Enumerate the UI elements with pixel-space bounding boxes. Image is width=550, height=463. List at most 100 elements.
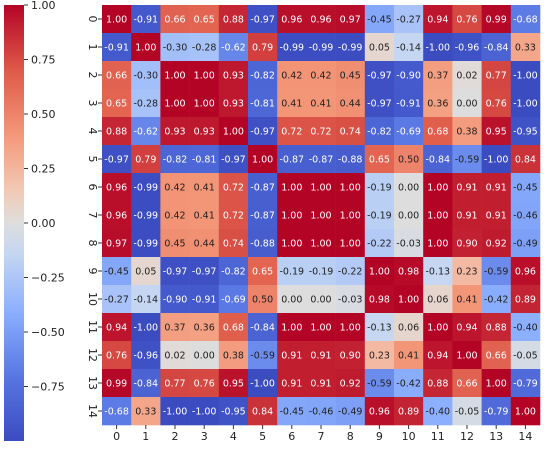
heatmap-value-label: -0.28 — [134, 99, 159, 110]
heatmap-value-label: -0.59 — [484, 267, 509, 278]
heatmap-cell — [306, 117, 336, 146]
heatmap-value-label: 0.72 — [223, 183, 244, 194]
heatmap-cell — [306, 397, 336, 426]
heatmap-value-label: 0.94 — [427, 15, 448, 26]
heatmap-cell — [423, 117, 453, 146]
heatmap-cell — [189, 145, 220, 174]
x-tick-label: 1 — [142, 430, 149, 443]
heatmap-cell — [481, 33, 512, 62]
heatmap-value-label: -0.45 — [513, 183, 538, 194]
heatmap-cell — [510, 61, 541, 90]
colorbar-gradient — [4, 5, 24, 441]
heatmap-cell — [102, 229, 132, 258]
heatmap-value-label: 0.77 — [164, 379, 185, 390]
heatmap-cell — [189, 257, 220, 286]
heatmap-cell — [160, 313, 190, 342]
heatmap-value-label: -0.91 — [104, 43, 129, 54]
heatmap-value-label: 0.91 — [281, 351, 302, 362]
heatmap-cell — [335, 89, 366, 118]
heatmap-cell — [510, 89, 541, 118]
heatmap-value-label: 0.93 — [223, 99, 244, 110]
heatmap-value-label: 0.79 — [135, 155, 156, 166]
heatmap-value-label: 0.41 — [194, 211, 215, 222]
heatmap-cell — [131, 117, 161, 146]
heatmap-value-label: -0.96 — [134, 351, 159, 362]
heatmap-cell — [102, 117, 132, 146]
heatmap-cell — [189, 313, 220, 342]
heatmap-cell — [131, 201, 161, 230]
heatmap-cell — [452, 397, 482, 426]
heatmap-cell — [510, 33, 541, 62]
colorbar-tick-label: 1.00 — [31, 0, 56, 12]
heatmap-cell — [189, 61, 220, 90]
heatmap-value-label: 0.89 — [515, 295, 536, 306]
x-tick-label: 14 — [518, 430, 532, 443]
heatmap-cell — [160, 397, 190, 426]
heatmap-value-label: 0.72 — [223, 211, 244, 222]
heatmap-value-label: -0.05 — [455, 407, 480, 418]
heatmap-cell — [394, 285, 424, 314]
heatmap-value-label: 1.00 — [194, 71, 215, 82]
heatmap-value-label: 0.74 — [340, 127, 361, 138]
heatmap-value-label: 1.00 — [340, 183, 361, 194]
heatmap-value-label: 1.00 — [281, 323, 302, 334]
heatmap-cell — [218, 201, 249, 230]
heatmap-value-label: 0.42 — [281, 71, 302, 82]
heatmap-value-label: -0.91 — [192, 295, 217, 306]
heatmap-cell — [102, 145, 132, 174]
heatmap-value-label: 0.05 — [369, 43, 390, 54]
heatmap-cell — [306, 257, 336, 286]
heatmap-cell — [452, 341, 482, 370]
heatmap-value-label: 1.00 — [486, 379, 507, 390]
heatmap-value-label: -0.91 — [396, 99, 421, 110]
heatmap-value-label: -0.84 — [484, 43, 509, 54]
heatmap-cell — [423, 173, 453, 202]
heatmap-value-label: 0.44 — [340, 99, 361, 110]
heatmap-value-label: -1.00 — [513, 71, 538, 82]
heatmap-cell — [335, 341, 366, 370]
heatmap-value-label: 0.66 — [456, 379, 477, 390]
heatmap-value-label: 0.41 — [281, 99, 302, 110]
heatmap-cell — [306, 89, 336, 118]
heatmap-value-label: -0.90 — [163, 295, 188, 306]
heatmap-value-label: -0.30 — [134, 71, 159, 82]
heatmap-cell — [510, 5, 541, 34]
heatmap-cell — [218, 341, 249, 370]
heatmap-cell — [510, 313, 541, 342]
heatmap-value-label: 0.91 — [486, 183, 507, 194]
heatmap-cell — [335, 61, 366, 90]
heatmap-value-label: -0.95 — [221, 407, 246, 418]
y-tick-label: 3 — [86, 100, 99, 107]
heatmap-value-label: -0.49 — [513, 239, 538, 250]
heatmap-value-label: 0.93 — [164, 127, 185, 138]
heatmap-cell — [131, 229, 161, 258]
heatmap-value-label: -0.45 — [280, 407, 305, 418]
heatmap-value-label: -0.03 — [396, 239, 421, 250]
heatmap-cell — [306, 201, 336, 230]
heatmap-value-label: 0.88 — [106, 127, 127, 138]
colorbar-tick-label: −0.50 — [31, 326, 65, 339]
heatmap-cell — [423, 257, 453, 286]
heatmap-cell — [277, 341, 307, 370]
heatmap-cell — [364, 117, 395, 146]
x-tick-label: 4 — [230, 430, 237, 443]
heatmap-cell — [510, 201, 541, 230]
heatmap-value-label: 0.91 — [310, 351, 331, 362]
heatmap-cell — [277, 257, 307, 286]
heatmap-cell — [277, 89, 307, 118]
heatmap-value-label: 0.98 — [398, 267, 419, 278]
heatmap-cell — [481, 89, 512, 118]
heatmap-value-label: 0.95 — [486, 127, 507, 138]
heatmap-value-label: 0.36 — [194, 323, 215, 334]
heatmap-cell — [160, 341, 190, 370]
heatmap-value-label: -0.99 — [134, 183, 159, 194]
heatmap-value-label: 0.76 — [106, 351, 127, 362]
heatmap-value-label: 0.44 — [194, 239, 215, 250]
heatmap-cell — [394, 229, 424, 258]
heatmap-value-label: -0.91 — [134, 15, 159, 26]
heatmap-value-label: -0.13 — [426, 267, 451, 278]
heatmap-cell — [277, 61, 307, 90]
heatmap-value-label: 0.72 — [281, 127, 302, 138]
y-tick-label: 4 — [86, 128, 99, 135]
heatmap-cells — [102, 5, 541, 426]
